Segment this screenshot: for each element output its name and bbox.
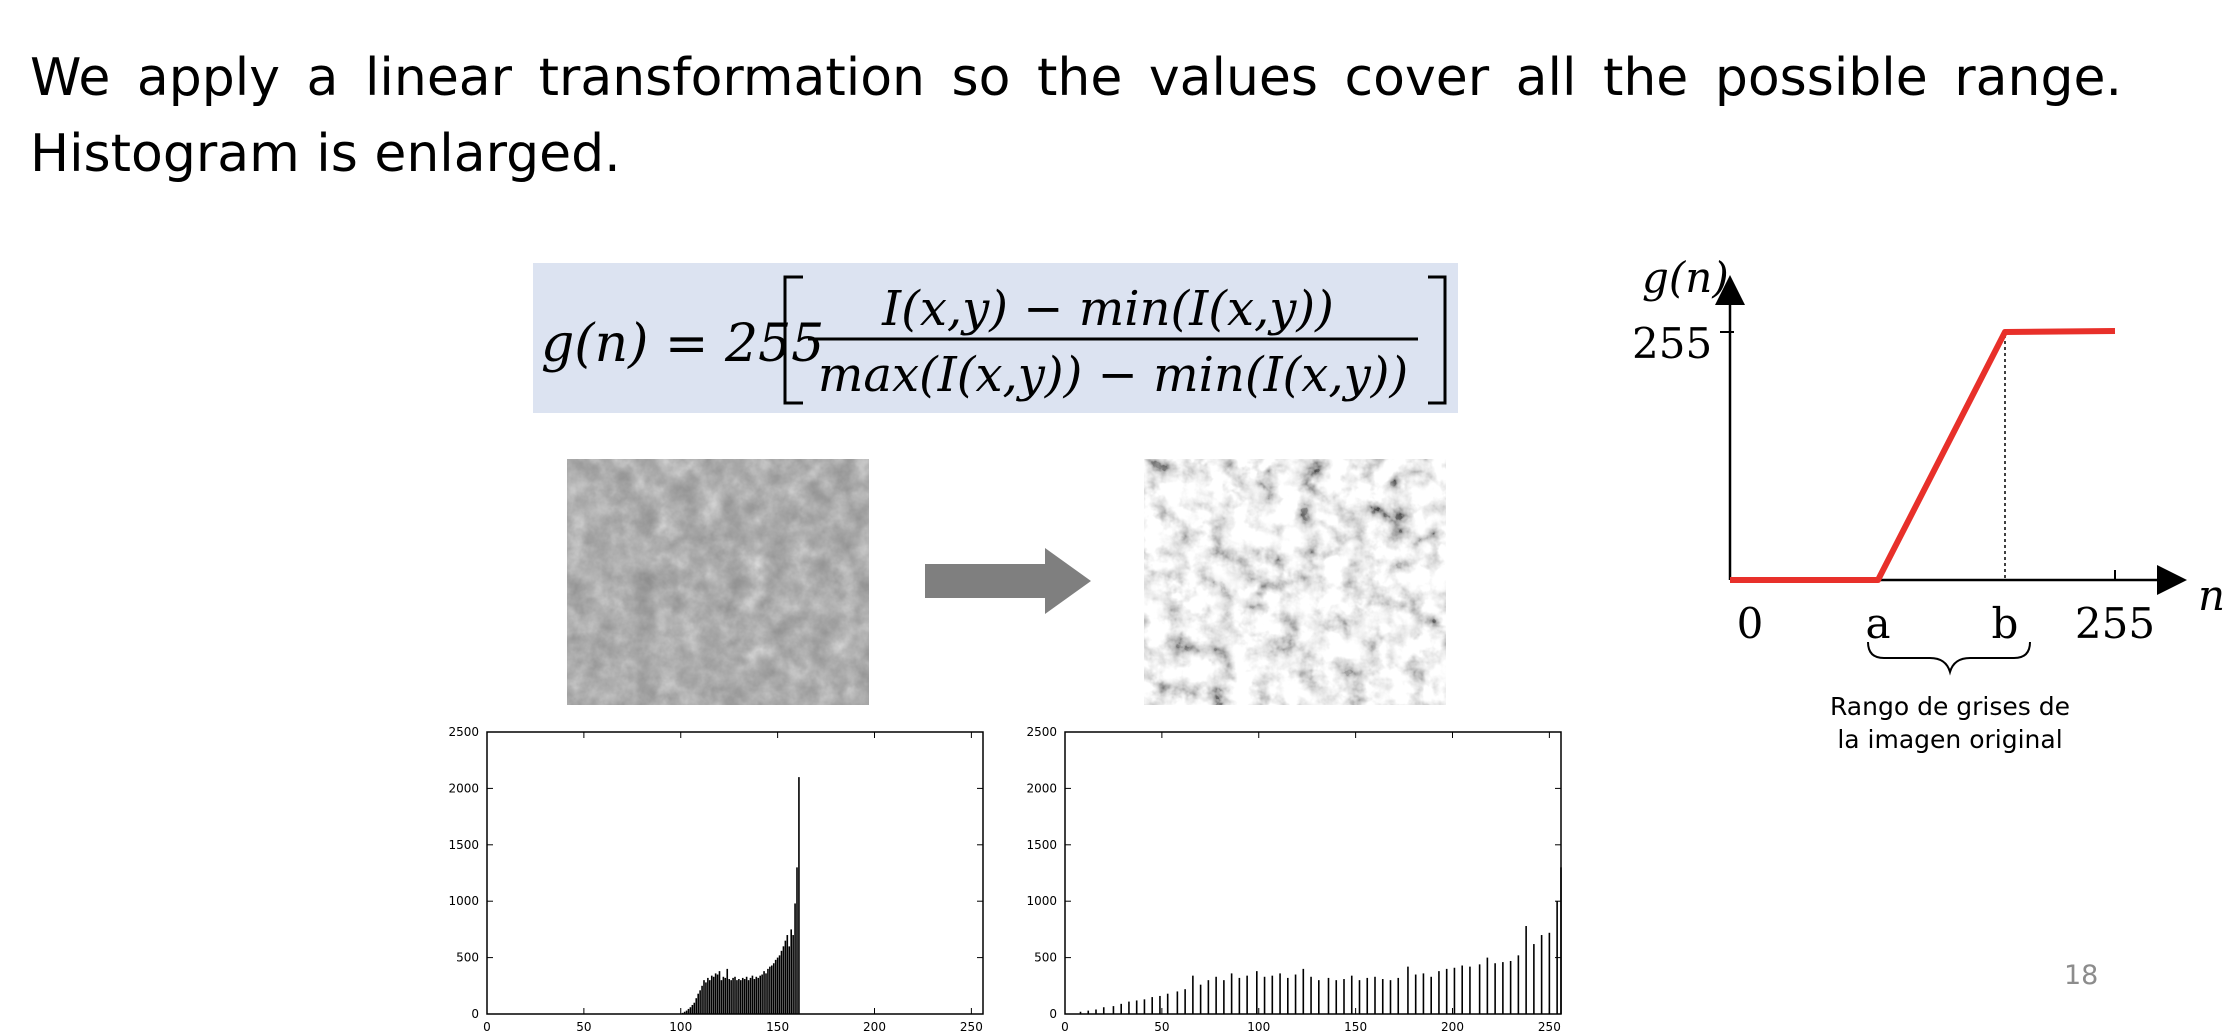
- x-tick-label: 200: [863, 1020, 886, 1034]
- x-tick-label: 150: [1344, 1020, 1367, 1034]
- transfer-function-chart: g(n) 255 n 0 a b 255 Rango de grises de …: [1610, 250, 2240, 770]
- y-tick-label: 500: [456, 951, 479, 965]
- histogram-original-svg: 0 500 1000 1500 2000 2500 0 50 100 150 200 250: [448, 725, 984, 1034]
- histogram-original: 0 500 1000 1500 2000 2500 0 50 100 150 200 250: [437, 720, 997, 1034]
- y-tick-label: 500: [1034, 951, 1057, 965]
- histogram-stretched: 0 500 1000 1500 2000 2500 0 50 100 150 200 250: [1015, 720, 1575, 1034]
- formula-denominator: max(I(x,y)) − min(I(x,y)): [818, 347, 1408, 403]
- page-number: 18: [2064, 960, 2099, 991]
- plot-frame: [486, 731, 984, 1015]
- right-bracket: [1428, 275, 1447, 405]
- histogram-stretched-svg: 0 500 1000 1500 2000 2500 0 50 100 150 200 250: [1026, 725, 1562, 1034]
- formula-lhs: g(n) = 255: [541, 314, 824, 374]
- x-tick-label: 0: [1061, 1020, 1069, 1034]
- x-tick-a: a: [1865, 599, 1890, 648]
- formula-numerator: I(x,y) − min(I(x,y)): [881, 281, 1334, 337]
- x-tick-label: 50: [1154, 1020, 1169, 1034]
- original-image: [567, 459, 869, 705]
- formula-box: g(n) = 255 I(x,y) − min(I(x,y)) max(I(x,…: [533, 263, 1458, 413]
- x-tick-label: 100: [669, 1020, 692, 1034]
- transfer-line: [1730, 328, 2116, 583]
- body-line-2: Histogram is enlarged.: [30, 124, 621, 184]
- body-line-1: We apply a linear transformation so the …: [30, 48, 2122, 108]
- y-tick-label: 1000: [1026, 894, 1057, 908]
- x-tick-label: 250: [960, 1020, 983, 1034]
- y-tick-label: 1000: [448, 894, 479, 908]
- y-tick-label: 2000: [1026, 781, 1057, 795]
- x-axis-label: n: [2198, 571, 2225, 620]
- x-tick-255-label: 255: [2075, 599, 2155, 648]
- y-tick-label: 2000: [448, 781, 479, 795]
- y-tick-label: 0: [1049, 1007, 1057, 1021]
- right-arrow-icon: [925, 548, 1091, 614]
- x-tick-label: 50: [576, 1020, 591, 1034]
- y-tick-label: 1500: [448, 838, 479, 852]
- y-axis-label: g(n): [1642, 253, 1729, 302]
- slide-body-text: We apply a linear transformation so the …: [30, 40, 2122, 192]
- brace-caption-1: Rango de grises de: [1830, 692, 2070, 721]
- range-brace: [1867, 641, 2031, 676]
- y-tick-label: 2500: [448, 725, 479, 739]
- x-tick-b: b: [1992, 599, 2019, 648]
- x-tick-label: 0: [483, 1020, 491, 1034]
- x-tick-label: 150: [766, 1020, 789, 1034]
- transfer-function-svg: g(n) 255 n 0 a b 255 Rango de grises de …: [1632, 253, 2225, 754]
- x-tick-label: 100: [1247, 1020, 1270, 1034]
- x-tick-label: 250: [1538, 1020, 1561, 1034]
- brace-caption-2: la imagen original: [1837, 725, 2062, 754]
- x-tick-label: 200: [1441, 1020, 1464, 1034]
- low-contrast-micrograph: [567, 459, 869, 705]
- y-tick-label: 255: [1632, 319, 1712, 368]
- formula-svg: g(n) = 255 I(x,y) − min(I(x,y)) max(I(x,…: [541, 275, 1447, 405]
- left-bracket: [783, 275, 803, 405]
- x-tick-0: 0: [1737, 599, 1764, 648]
- high-contrast-micrograph: [1144, 459, 1446, 705]
- y-tick-label: 1500: [1026, 838, 1057, 852]
- y-tick-label: 0: [471, 1007, 479, 1021]
- y-tick-label: 2500: [1026, 725, 1057, 739]
- stretched-image: [1144, 459, 1446, 705]
